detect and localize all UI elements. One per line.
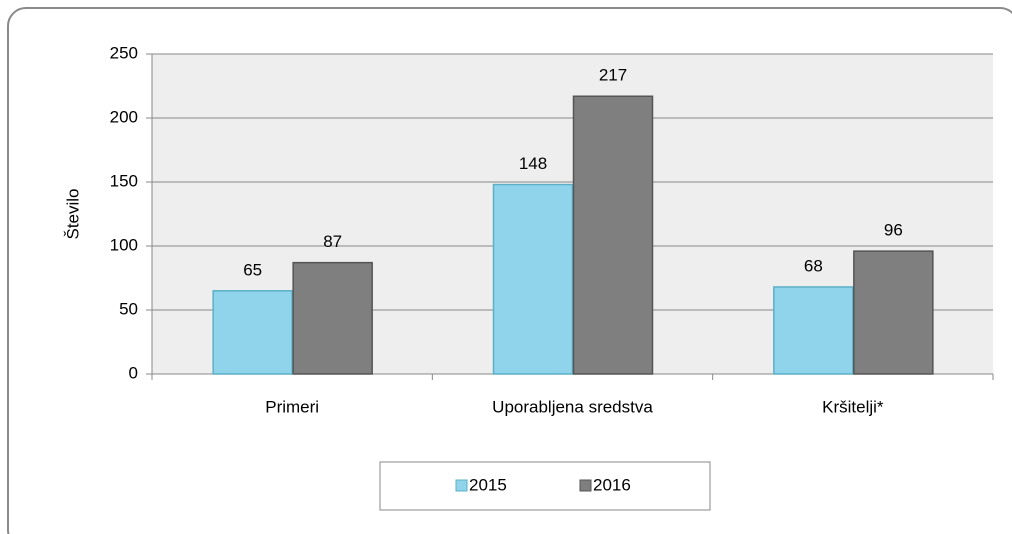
x-tick-label: Kršitelji* [822,397,884,416]
bar [212,290,293,375]
y-tick-label: 250 [110,43,138,62]
x-tick-label: Uporabljena sredstva [492,397,653,416]
value-label: 68 [804,256,823,275]
legend-label: 2015 [469,475,507,494]
value-label: 96 [884,221,903,240]
y-tick-label: 200 [110,107,138,126]
x-tick-label: Primeri [265,397,319,416]
value-label: 217 [599,66,627,85]
value-label: 148 [519,154,547,173]
legend-swatch [455,479,468,492]
value-label: 87 [323,232,342,251]
bar [853,250,934,375]
bar [572,95,654,375]
y-tick-label: 50 [119,299,138,318]
y-tick-label: 150 [110,171,138,190]
legend-swatch [579,479,592,492]
bar [773,286,854,375]
bar [492,183,574,375]
y-axis-label: Število [63,188,82,239]
legend-box [379,461,711,511]
y-tick-label: 100 [110,235,138,254]
legend-label: 2016 [593,475,631,494]
value-label: 65 [243,260,262,279]
y-tick-label: 0 [129,363,138,382]
bar [292,261,373,375]
